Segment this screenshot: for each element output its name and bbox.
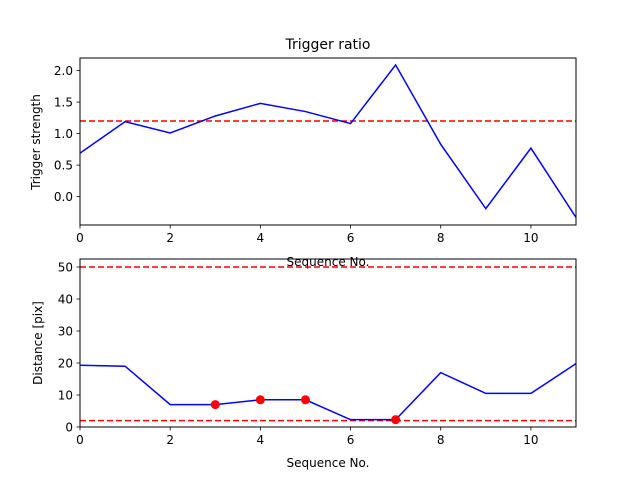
x-tick-label: 8 (437, 231, 445, 245)
x-tick-label: 6 (347, 231, 355, 245)
x-tick-label: 4 (257, 231, 265, 245)
data-marker (255, 395, 265, 405)
distance-chart: Distance [pix] Sequence No. 0 2 4 6 8 10 0 10 20… (31, 258, 577, 470)
ticks: 0 2 4 6 8 10 0.0 0.5 1.0 1.5 2.0 (54, 64, 539, 245)
trigger-ratio-chart: Trigger ratio Trigger strength Sequence … (29, 37, 577, 269)
y-tick-label: 40 (58, 293, 73, 307)
x-tick-label: 8 (437, 433, 445, 447)
plot-area (80, 63, 576, 218)
y-axis-label: Trigger strength (29, 94, 43, 191)
data-marker (210, 400, 220, 410)
ticks: 0 2 4 6 8 10 0 10 20 30 40 50 (58, 261, 539, 448)
axes-frame (79, 57, 577, 226)
x-tick-label: 10 (523, 231, 538, 245)
x-tick-label: 0 (76, 231, 84, 245)
series-line (80, 63, 576, 218)
y-tick-label: 2.0 (54, 64, 73, 78)
data-marker (300, 395, 310, 405)
plot-area (80, 266, 576, 425)
y-tick-label: 30 (58, 325, 73, 339)
data-marker (391, 415, 401, 425)
x-tick-label: 6 (347, 433, 355, 447)
axes-frame (79, 258, 577, 428)
y-tick-label: 50 (58, 261, 73, 275)
series-line (80, 363, 576, 421)
x-tick-label: 2 (166, 433, 174, 447)
y-tick-label: 0.5 (54, 159, 73, 173)
y-axis-label: Distance [pix] (31, 301, 45, 385)
y-tick-label: 1.0 (54, 127, 73, 141)
chart-title: Trigger ratio (284, 37, 370, 53)
x-tick-label: 4 (257, 433, 265, 447)
y-tick-label: 0 (65, 421, 73, 435)
y-tick-label: 10 (58, 389, 73, 403)
x-axis-label: Sequence No. (287, 456, 370, 470)
x-tick-label: 10 (523, 433, 538, 447)
x-tick-label: 0 (76, 433, 84, 447)
y-tick-label: 1.5 (54, 96, 73, 110)
x-tick-label: 2 (166, 231, 174, 245)
y-tick-label: 20 (58, 357, 73, 371)
y-tick-label: 0.0 (54, 190, 73, 204)
